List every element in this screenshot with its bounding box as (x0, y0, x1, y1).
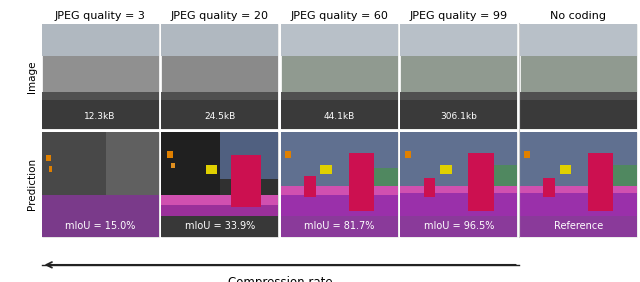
Bar (400, 131, 517, 237)
Bar (520, 216, 637, 237)
Text: JPEG quality = 20: JPEG quality = 20 (171, 11, 269, 21)
Text: 24.5kB: 24.5kB (204, 112, 236, 121)
Bar (161, 216, 278, 237)
Bar (281, 131, 397, 237)
Bar (161, 205, 278, 237)
Text: JPEG quality = 99: JPEG quality = 99 (410, 11, 508, 21)
Bar (559, 165, 572, 174)
Bar (49, 166, 52, 171)
Bar (161, 131, 278, 237)
Bar (161, 131, 220, 195)
Bar (42, 24, 159, 129)
Bar (281, 195, 397, 237)
Bar (400, 193, 517, 237)
Text: No coding: No coding (550, 11, 606, 21)
Bar (400, 24, 517, 129)
Bar (356, 131, 397, 168)
Bar (281, 24, 397, 129)
Bar (520, 24, 637, 129)
Bar (161, 24, 278, 56)
Bar (285, 151, 291, 158)
Bar (220, 131, 278, 179)
Bar (42, 131, 159, 237)
Bar (596, 131, 637, 165)
Text: Prediction: Prediction (27, 158, 37, 210)
Text: mIoU = 96.5%: mIoU = 96.5% (424, 221, 494, 231)
Bar (400, 92, 517, 100)
Bar (281, 186, 397, 195)
Bar (476, 165, 517, 186)
Bar (476, 131, 517, 165)
Bar (405, 151, 411, 158)
Bar (281, 24, 397, 56)
Bar (205, 165, 218, 174)
Bar (400, 98, 517, 129)
Bar (42, 92, 159, 100)
Bar (400, 24, 517, 56)
Bar (520, 92, 637, 100)
Bar (520, 131, 637, 237)
Bar (356, 131, 397, 186)
Text: JPEG quality = 3: JPEG quality = 3 (54, 11, 145, 21)
Bar (520, 186, 637, 193)
Bar (42, 98, 159, 129)
Bar (281, 92, 397, 100)
Bar (281, 131, 356, 186)
Bar (42, 195, 159, 237)
Text: mIoU = 15.0%: mIoU = 15.0% (65, 221, 135, 231)
Bar (468, 153, 494, 211)
Text: JPEG quality = 60: JPEG quality = 60 (291, 11, 388, 21)
Text: mIoU = 81.7%: mIoU = 81.7% (304, 221, 374, 231)
Bar (525, 151, 531, 158)
Bar (161, 98, 278, 129)
Bar (543, 178, 555, 197)
Bar (281, 98, 397, 129)
Bar (161, 92, 278, 100)
Bar (161, 195, 278, 205)
Bar (42, 131, 106, 195)
Bar (321, 165, 332, 174)
Text: 306.1kb: 306.1kb (440, 112, 477, 121)
Bar (596, 165, 637, 186)
Bar (106, 131, 159, 195)
Bar (424, 178, 435, 197)
Bar (220, 179, 278, 195)
Bar (231, 155, 260, 207)
Bar (46, 155, 51, 161)
Text: 12.3kB: 12.3kB (84, 112, 116, 121)
Text: Reference: Reference (554, 221, 603, 231)
Text: Compression rate: Compression rate (228, 276, 332, 282)
Bar (349, 153, 374, 211)
Bar (520, 24, 637, 56)
Bar (281, 216, 397, 237)
Bar (400, 186, 517, 193)
Bar (170, 163, 175, 168)
Bar (42, 216, 159, 237)
Bar (520, 131, 596, 186)
Bar (400, 131, 476, 186)
Text: 44.1kB: 44.1kB (324, 112, 355, 121)
Bar (520, 193, 637, 237)
Text: Image: Image (27, 60, 37, 93)
Bar (440, 165, 452, 174)
Bar (161, 24, 278, 129)
Bar (400, 216, 517, 237)
Bar (167, 151, 173, 158)
Text: mIoU = 33.9%: mIoU = 33.9% (184, 221, 255, 231)
Bar (520, 98, 637, 129)
Bar (304, 176, 316, 197)
Bar (42, 24, 159, 56)
Bar (588, 153, 613, 211)
